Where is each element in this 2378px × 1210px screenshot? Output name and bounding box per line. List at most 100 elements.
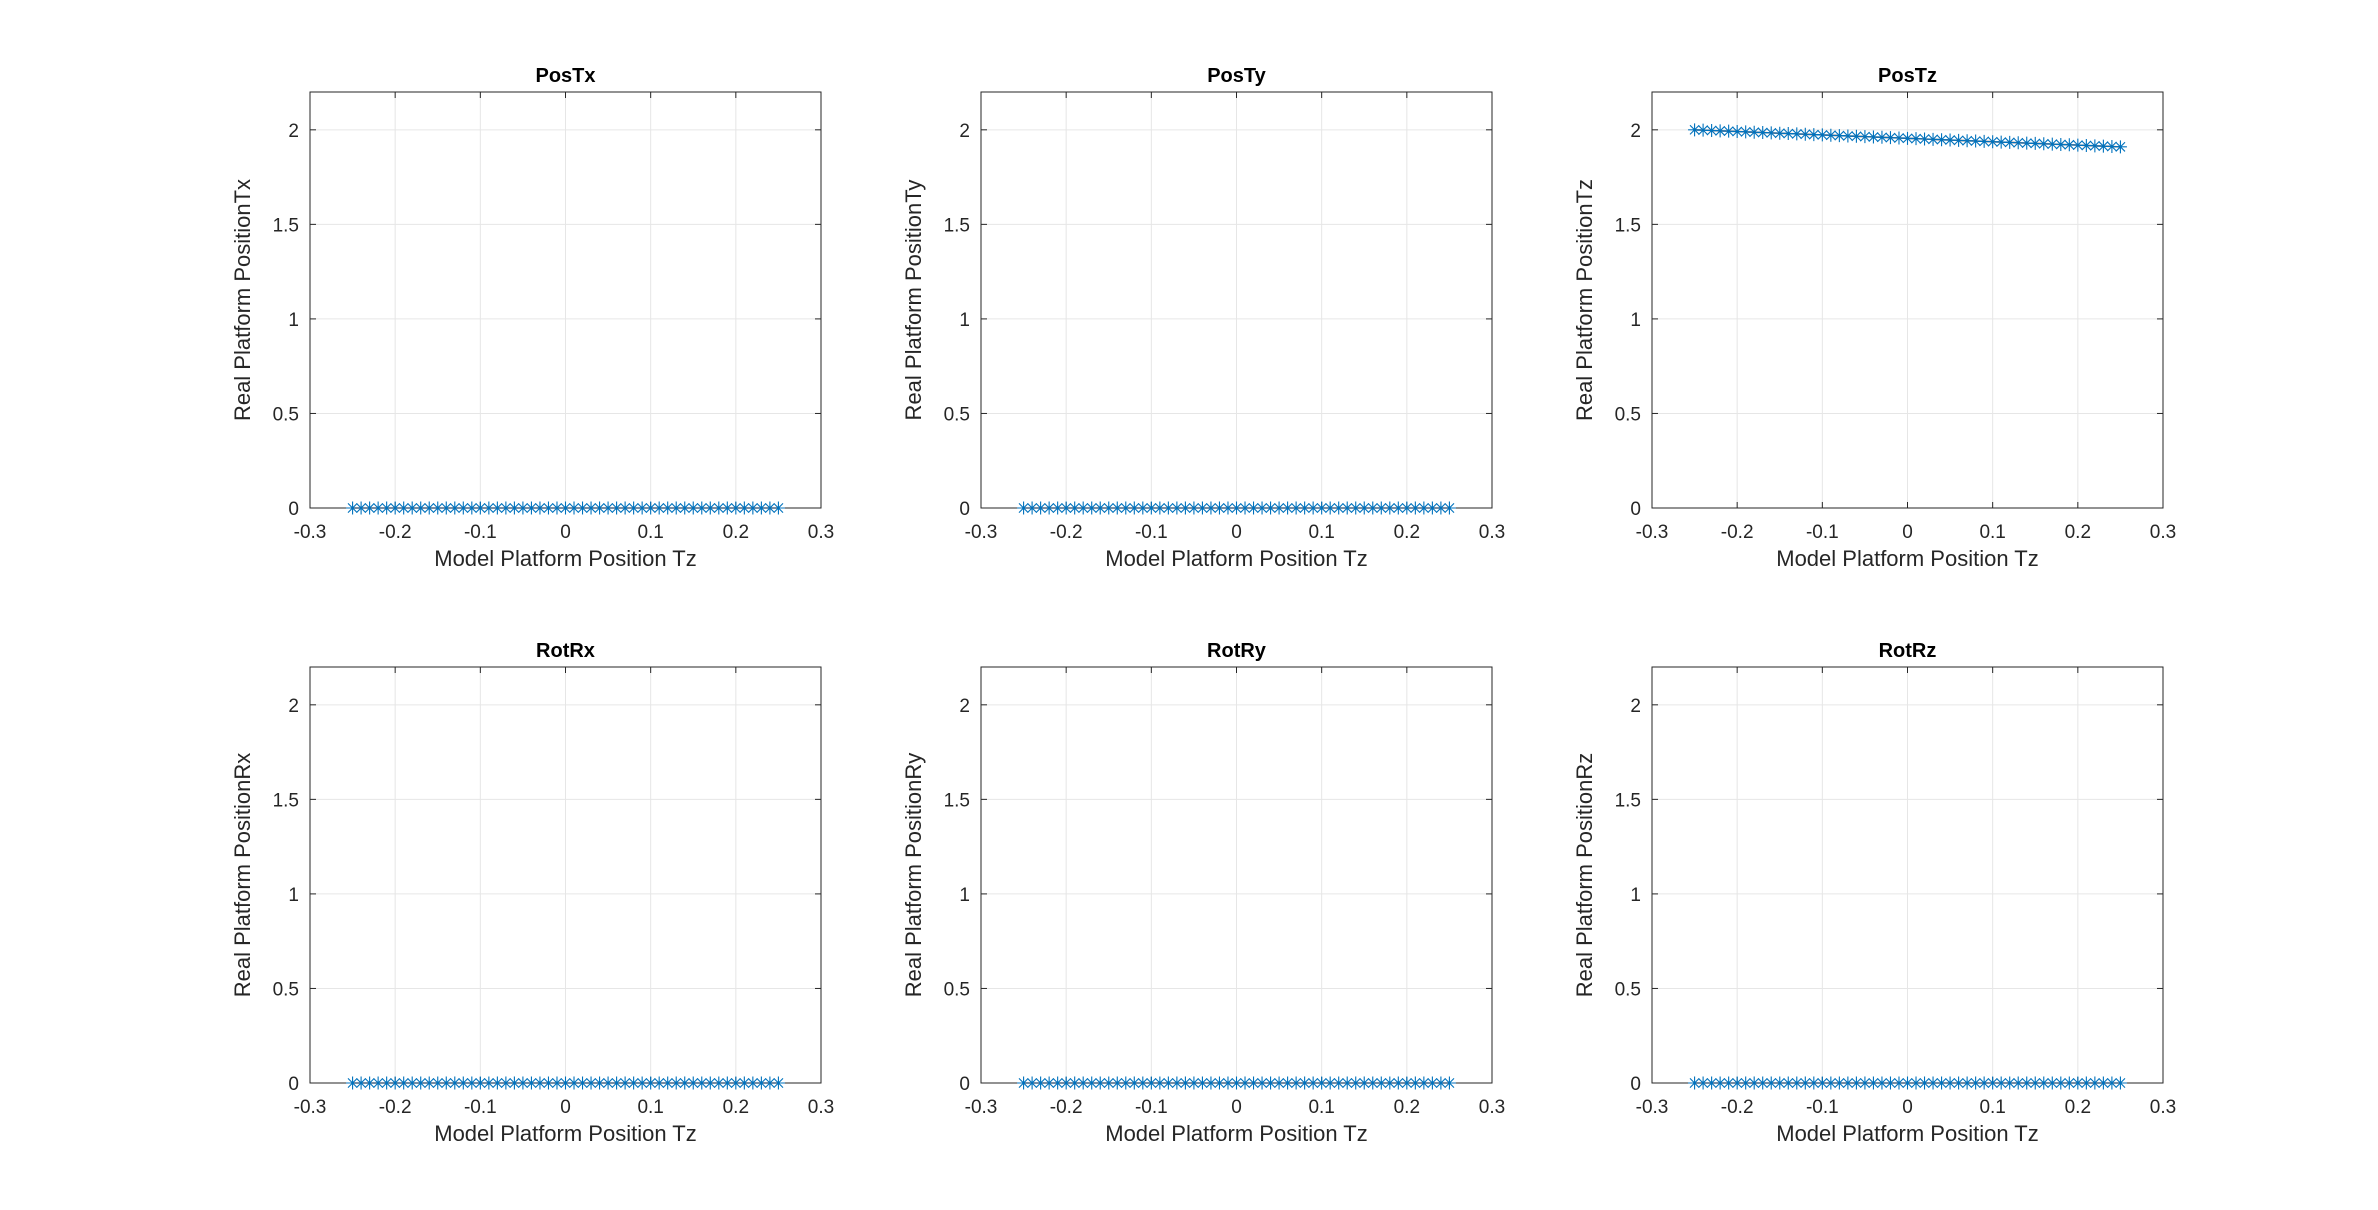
y-tick-label: 1	[288, 310, 299, 331]
data-point	[363, 501, 377, 515]
data-point	[1892, 131, 1906, 145]
subplot-posty: -0.3 -0.2 -0.1 0 0.1 0.2 0.3 0 0.5 1 1.5 2 PosTy Mode…	[901, 65, 1505, 571]
data-point	[1986, 135, 2000, 149]
data-point	[1883, 1076, 1897, 1090]
data-point	[1153, 1076, 1167, 1090]
data-point	[1434, 501, 1448, 515]
data-point	[1790, 1076, 1804, 1090]
x-axis-label: Model Platform Position Tz	[434, 1121, 696, 1146]
data-point	[1119, 1076, 1133, 1090]
data-point	[1832, 129, 1846, 143]
data-point	[2096, 1076, 2110, 1090]
data-point	[661, 501, 675, 515]
data-point	[1212, 1076, 1226, 1090]
data-point	[2020, 136, 2034, 150]
y-tick-label: 0	[959, 499, 970, 520]
data-point	[354, 501, 368, 515]
data-point	[482, 501, 496, 515]
data-point	[1374, 1076, 1388, 1090]
data-point	[1807, 1076, 1821, 1090]
data-point	[729, 501, 743, 515]
data-point	[1773, 126, 1787, 140]
data-point	[1442, 501, 1456, 515]
subplot-rotry: -0.3 -0.2 -0.1 0 0.1 0.2 0.3 0 0.5 1 1.5 2 RotRy Mode…	[901, 640, 1505, 1146]
x-tick-label: 0.1	[1308, 1097, 1334, 1118]
data-point	[576, 501, 590, 515]
data-point	[1790, 127, 1804, 141]
y-tick-label: 1.5	[1615, 790, 1641, 811]
data-point	[1178, 501, 1192, 515]
data-point	[1781, 127, 1795, 141]
y-tick-label: 0.5	[1615, 404, 1641, 425]
data-point	[1722, 1076, 1736, 1090]
data-point	[1230, 501, 1243, 515]
data-point	[737, 501, 751, 515]
data-point	[1705, 123, 1719, 137]
data-point	[1059, 1076, 1073, 1090]
subplot-title: RotRx	[536, 640, 595, 662]
data-point	[490, 1076, 504, 1090]
subplot-postx: -0.3 -0.2 -0.1 0 0.1 0.2 0.3 0 0.5 1 1.5 2 PosTx Mode…	[230, 65, 834, 571]
y-axis-label: Real Platform PositionTx	[230, 179, 255, 421]
data-point	[1391, 1076, 1405, 1090]
data-point	[1298, 501, 1312, 515]
data-point	[686, 1076, 700, 1090]
x-tick-label: 0.3	[2150, 522, 2176, 543]
data-point	[1764, 126, 1778, 140]
data-point	[695, 501, 709, 515]
x-tick-label: 0.3	[808, 1097, 834, 1118]
x-axis-label: Model Platform Position Tz	[1776, 1121, 2038, 1146]
data-point	[1909, 1076, 1923, 1090]
data-point	[618, 501, 632, 515]
data-point	[703, 1076, 717, 1090]
data-point	[465, 1076, 479, 1090]
data-point	[635, 1076, 649, 1090]
data-point	[363, 1076, 377, 1090]
data-point	[1960, 1076, 1974, 1090]
data-point	[1841, 1076, 1855, 1090]
data-point	[1952, 133, 1966, 147]
subplot-rotrx: -0.3 -0.2 -0.1 0 0.1 0.2 0.3 0 0.5 1 1.5 2 RotRx Mode…	[230, 640, 834, 1146]
data-point	[388, 1076, 402, 1090]
data-point	[507, 501, 521, 515]
x-axis-label: Model Platform Position Tz	[1105, 546, 1367, 571]
x-tick-label: 0.2	[723, 1097, 749, 1118]
data-point	[1824, 128, 1838, 142]
data-point	[1289, 1076, 1303, 1090]
x-tick-label: 0	[1902, 522, 1913, 543]
data-point	[499, 501, 513, 515]
data-point	[1102, 1076, 1116, 1090]
data-point	[601, 1076, 615, 1090]
data-point	[456, 501, 470, 515]
data-point	[1017, 1076, 1031, 1090]
data-point	[1688, 1076, 1702, 1090]
data-point	[1892, 1076, 1906, 1090]
data-point	[1798, 1076, 1812, 1090]
data-point	[405, 1076, 419, 1090]
data-point	[661, 1076, 675, 1090]
data-point	[1926, 1076, 1940, 1090]
data-point	[1366, 501, 1380, 515]
x-tick-label: 0.1	[637, 522, 663, 543]
data-point	[1306, 501, 1320, 515]
data-point	[2062, 138, 2076, 152]
data-point	[1713, 124, 1727, 138]
data-point	[533, 501, 547, 515]
x-tick-label: 0.2	[723, 522, 749, 543]
y-tick-label: 1.5	[1615, 215, 1641, 236]
y-axis-label: Real Platform PositionTz	[1572, 179, 1597, 421]
data-point	[652, 1076, 666, 1090]
data-point	[1901, 131, 1914, 145]
data-point	[1434, 1076, 1448, 1090]
data-point	[771, 501, 785, 515]
x-tick-label: 0.3	[1479, 1097, 1505, 1118]
data-point	[490, 501, 504, 515]
data-point	[2113, 140, 2127, 154]
y-tick-label: 0.5	[944, 404, 970, 425]
data-point	[1340, 1076, 1354, 1090]
data-point	[1187, 1076, 1201, 1090]
data-point	[1935, 1076, 1949, 1090]
subplot-title: RotRz	[1879, 640, 1937, 662]
data-point	[1858, 1076, 1872, 1090]
data-point	[1034, 501, 1048, 515]
